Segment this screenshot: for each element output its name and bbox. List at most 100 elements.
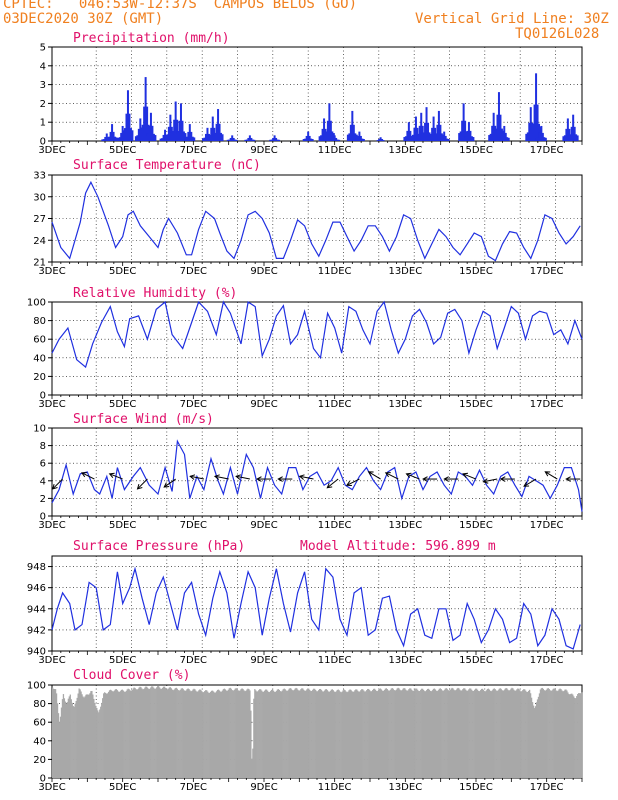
cloud-bar — [93, 698, 95, 778]
cloud-bar — [70, 699, 72, 778]
cloud-bar — [503, 690, 505, 778]
cloud-bar — [209, 692, 211, 778]
precip-bar — [403, 137, 406, 141]
cloud-bar — [127, 688, 129, 778]
wind-arrow-head — [51, 484, 58, 490]
precip-bar — [438, 139, 441, 141]
precip-ytick-label: 2 — [40, 99, 46, 110]
wind-ytick-label: 4 — [40, 476, 46, 487]
precip-bar — [331, 131, 334, 141]
cloud-bar — [213, 692, 216, 778]
cloud-bar — [383, 689, 386, 778]
cloud-bar — [281, 690, 283, 778]
pres-xtick-label: 11DEC — [318, 655, 352, 666]
precip-bar — [105, 133, 108, 141]
cloud-bar — [460, 690, 462, 778]
cloud-bar — [483, 691, 486, 778]
cloud-bar — [313, 688, 315, 778]
cloud-bar — [478, 691, 481, 778]
cloud-bar — [448, 690, 450, 778]
cloud-bar — [286, 690, 288, 778]
precip-bar — [381, 138, 384, 141]
cloud-bar — [580, 693, 582, 778]
pres-ytick-label: 948 — [27, 562, 46, 573]
precip-ytick-label: 5 — [40, 43, 46, 54]
cloud-bar — [137, 689, 139, 778]
temp-line — [51, 180, 581, 262]
cloud-bar — [193, 688, 195, 778]
cloud-bar — [102, 698, 104, 778]
cloud-bar — [342, 690, 344, 778]
cloud-bar — [500, 688, 502, 778]
precip-xtick-label: 13DEC — [388, 145, 422, 156]
wind-arrow-shaft — [385, 472, 399, 480]
precip-ytick-label: 4 — [40, 61, 46, 72]
precip-bar — [245, 139, 248, 141]
cloud-bar — [355, 689, 357, 778]
cloud-bar — [395, 689, 397, 778]
cloud-bar — [388, 690, 390, 778]
cloud-bar — [566, 690, 568, 778]
cloud-bar — [56, 703, 59, 778]
precip-bar — [472, 137, 475, 141]
precip-bar — [250, 137, 253, 141]
cloud-bar — [316, 691, 318, 778]
cloud-bar — [189, 690, 191, 778]
cloud-bar — [375, 690, 378, 778]
cloud-bar — [87, 694, 89, 778]
precip-bar — [338, 139, 341, 141]
cloud-bar — [475, 688, 477, 778]
cloud-bar — [341, 691, 343, 778]
pres-panel: 940 942 944 946 948 3DEC 5DEC 7DEC 9DEC 11DEC 13DE… — [27, 539, 583, 666]
precip-bar — [104, 136, 107, 141]
cloud-xtick-label: 13DEC — [388, 782, 422, 793]
cloud-bar — [173, 689, 175, 778]
header-station: CPTEC: 046:53W-12:37S CAMPOS BELOS (GO) — [3, 0, 358, 12]
precip-bar — [346, 134, 349, 141]
cloud-bar — [424, 691, 427, 778]
precip-title: Precipitation (mm/h) — [73, 31, 230, 46]
precip-bar — [273, 135, 276, 141]
precip-bar — [358, 131, 361, 141]
cloud-bar — [152, 686, 154, 778]
precip-bar — [429, 134, 432, 141]
precip-bar — [174, 101, 177, 141]
wind-ytick-label: 2 — [40, 494, 46, 505]
precip-bar — [463, 137, 466, 141]
cloud-bar — [240, 689, 242, 778]
temp-ytick-label: 33 — [33, 171, 46, 182]
cloud-bar — [433, 688, 436, 778]
precip-xtick-label: 11DEC — [318, 145, 352, 156]
cloud-bar — [63, 698, 66, 778]
pres-xtick-label: 13DEC — [388, 655, 422, 666]
precip-bar — [184, 133, 187, 141]
cloud-bar — [175, 687, 177, 778]
precip-bar — [323, 118, 326, 141]
precip-bar — [122, 130, 125, 141]
precip-bar — [536, 104, 539, 141]
wind-title: Surface Wind (m/s) — [73, 412, 214, 427]
cloud-bar — [535, 702, 538, 778]
precip-bar — [462, 103, 465, 141]
cloud-bar — [95, 705, 97, 778]
cloud-bar — [392, 688, 394, 778]
precip-bar — [114, 136, 117, 141]
cloud-bar — [541, 687, 544, 778]
precip-bar — [447, 139, 450, 141]
precip-bar — [203, 137, 206, 141]
precip-bar — [413, 127, 416, 141]
cloud-bar — [75, 700, 77, 778]
wind-arrow-shaft — [137, 478, 148, 490]
cloud-bar — [110, 690, 113, 778]
precip-bar — [530, 126, 533, 141]
cloud-bar — [241, 688, 243, 778]
cloud-bar — [237, 690, 239, 778]
precip-bar — [506, 137, 509, 141]
precip-bar — [164, 129, 167, 141]
precip-bar — [232, 137, 235, 141]
cloud-bar — [422, 688, 424, 778]
cloud-xtick-label: 15DEC — [459, 782, 493, 793]
precip-bar — [182, 131, 185, 141]
cloud-bar — [124, 691, 126, 778]
cloud-bar — [418, 691, 420, 778]
